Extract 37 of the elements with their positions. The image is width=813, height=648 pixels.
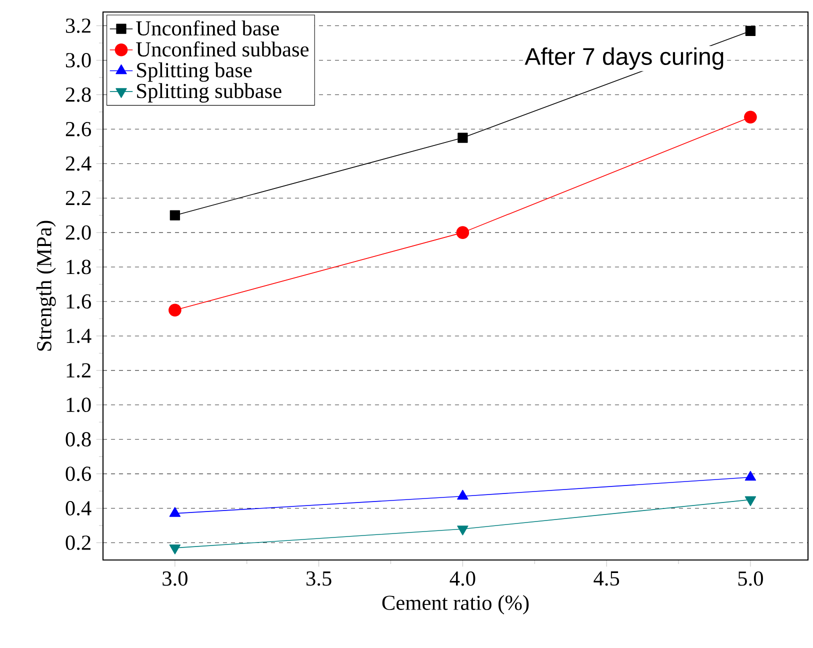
point — [169, 544, 181, 554]
point — [456, 226, 470, 239]
annotation: After 7 days curing — [524, 47, 724, 70]
y-tick-label: 0.4 — [66, 501, 92, 516]
point — [745, 26, 756, 36]
y-tick-label: 2.4 — [66, 156, 92, 171]
point — [458, 132, 468, 143]
legend-label: Splitting subbase — [137, 83, 282, 103]
y-tick-label: 3.2 — [66, 18, 90, 33]
y-tick-label: 2.2 — [66, 190, 90, 206]
point — [457, 526, 468, 536]
x-tick-label: 4.0 — [450, 571, 476, 586]
x-tick-label: 3.5 — [306, 571, 332, 586]
x-tick-label: 5.0 — [738, 571, 763, 586]
y-tick-label: 1.8 — [66, 260, 91, 274]
point — [744, 110, 757, 124]
y-tick-label: 1.4 — [66, 328, 92, 344]
x-axis-title: Cement ratio (%) — [382, 595, 529, 614]
y-tick-label: 0.8 — [66, 432, 91, 447]
y-tick-label: 0.6 — [66, 466, 91, 482]
point — [168, 304, 182, 317]
y-tick-label: 3.0 — [66, 53, 91, 68]
legend-label: Unconfined base — [136, 20, 279, 36]
y-tick-label: 2.6 — [66, 122, 91, 136]
y-tick-label: 0.2 — [66, 536, 90, 550]
point — [744, 496, 756, 506]
y-tick-label: 2.0 — [66, 225, 91, 240]
legend-label: Splitting base — [137, 62, 252, 82]
y-tick-label: 1.6 — [66, 294, 91, 309]
y-tick-label: 1.2 — [66, 363, 90, 378]
x-tick-label: 4.5 — [594, 571, 620, 586]
y-tick-label: 1.0 — [66, 398, 91, 412]
point — [170, 210, 180, 220]
y-tick-label: 2.8 — [66, 87, 91, 102]
legend-label: Unconfined subbase — [136, 41, 309, 57]
y-axis-title: Strength (MPa) — [36, 220, 56, 351]
x-tick-label: 3.0 — [162, 571, 188, 586]
